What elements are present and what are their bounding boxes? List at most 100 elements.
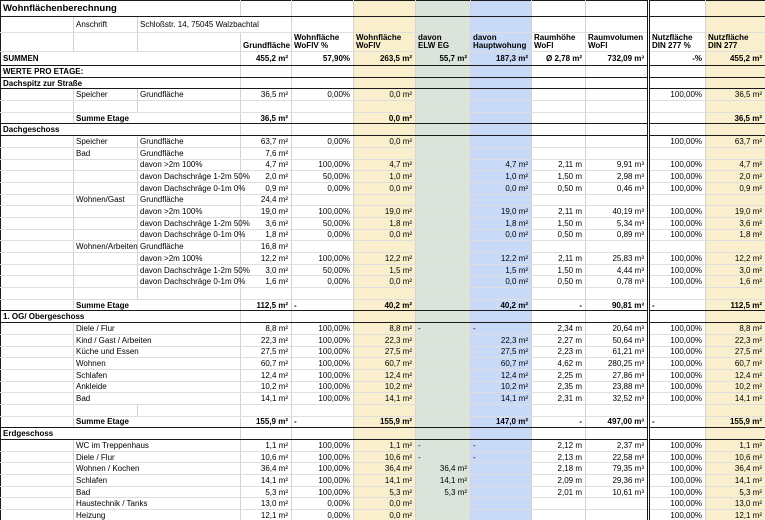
empty-cell[interactable] <box>291 65 355 78</box>
cell[interactable]: 1,8 m² <box>353 217 417 230</box>
empty-cell[interactable] <box>647 310 707 324</box>
empty-cell[interactable] <box>531 0 587 17</box>
cell[interactable]: 0,78 m³ <box>585 275 650 289</box>
cell[interactable]: 100,00% <box>647 182 707 195</box>
cell[interactable]: 1,50 m <box>531 217 587 230</box>
cell[interactable]: 0,0 m² <box>353 111 417 125</box>
cell[interactable]: 14,1 m² <box>470 392 533 405</box>
cell[interactable]: davon Dachschräge 0-1m 0% <box>137 229 245 242</box>
cell[interactable]: 19,0 m² <box>470 205 533 218</box>
cell[interactable]: 14,1 m² <box>415 474 472 487</box>
empty-cell[interactable] <box>240 123 293 137</box>
cell[interactable]: 0,0 m² <box>353 497 417 511</box>
cell[interactable]: 4,44 m³ <box>585 264 650 277</box>
cell[interactable]: 25,83 m³ <box>585 252 650 265</box>
cell[interactable]: 2,98 m³ <box>585 170 650 183</box>
empty-cell[interactable] <box>585 497 650 511</box>
empty-cell[interactable] <box>647 111 707 125</box>
empty-cell[interactable] <box>647 100 707 113</box>
cell[interactable]: 79,35 m³ <box>585 462 650 476</box>
cell[interactable]: 1,1 m² <box>240 439 293 452</box>
cell[interactable]: 7,6 m² <box>240 146 293 160</box>
cell[interactable]: Wohnfläche WoFlV % <box>291 32 355 52</box>
cell[interactable]: 100,00% <box>291 334 355 347</box>
empty-cell[interactable] <box>415 135 472 148</box>
cell[interactable]: 2,31 m <box>531 392 587 405</box>
empty-cell[interactable] <box>73 217 138 230</box>
empty-cell[interactable] <box>647 240 707 253</box>
empty-cell[interactable] <box>585 88 650 102</box>
cell[interactable]: Nutzfläche DIN 277 <box>705 32 765 52</box>
cell[interactable]: Bad <box>73 486 242 499</box>
empty-cell[interactable] <box>470 287 533 300</box>
cell[interactable]: 23,88 m³ <box>585 381 650 394</box>
cell[interactable]: 2,34 m <box>531 322 587 335</box>
empty-cell[interactable] <box>291 310 355 324</box>
cell[interactable]: Bad <box>73 392 242 405</box>
cell[interactable]: 100,00% <box>647 381 707 394</box>
empty-cell[interactable] <box>0 369 74 382</box>
empty-cell[interactable] <box>585 123 650 137</box>
cell[interactable]: 100,00% <box>291 159 355 172</box>
empty-cell[interactable] <box>470 0 533 17</box>
cell[interactable]: 63,7 m² <box>705 135 765 148</box>
empty-cell[interactable] <box>291 0 355 17</box>
empty-cell[interactable] <box>415 497 472 511</box>
empty-cell[interactable] <box>415 275 472 289</box>
empty-cell[interactable] <box>0 252 74 265</box>
cell[interactable]: 19,0 m² <box>705 205 765 218</box>
cell[interactable]: 0,9 m² <box>705 182 765 195</box>
cell[interactable]: 155,9 m² <box>353 415 417 429</box>
cell[interactable]: 0,00% <box>291 88 355 102</box>
cell[interactable]: 147,0 m² <box>470 415 533 429</box>
cell[interactable]: Grundfläche <box>137 135 242 148</box>
empty-cell[interactable] <box>415 217 472 230</box>
cell[interactable]: - <box>415 439 472 452</box>
cell[interactable]: 22,3 m² <box>470 334 533 347</box>
cell[interactable]: 24,4 m² <box>240 193 293 207</box>
empty-cell[interactable] <box>0 462 74 476</box>
empty-cell[interactable] <box>353 16 417 33</box>
empty-cell[interactable] <box>531 16 587 33</box>
cell[interactable]: Grundfläche <box>137 240 242 253</box>
empty-cell[interactable] <box>647 287 707 300</box>
cell[interactable]: 0,00% <box>291 497 355 511</box>
cell[interactable]: 2,35 m <box>531 381 587 394</box>
empty-cell[interactable] <box>0 264 74 277</box>
cell[interactable]: 100,00% <box>291 486 355 499</box>
empty-cell[interactable] <box>0 182 74 195</box>
cell[interactable]: 1,0 m² <box>353 170 417 183</box>
cell[interactable]: 4,62 m <box>531 357 587 370</box>
cell[interactable]: 55,7 m² <box>415 51 472 66</box>
cell[interactable]: - <box>531 298 587 312</box>
cell[interactable]: Summe Etage <box>73 415 242 429</box>
empty-cell[interactable] <box>705 146 765 160</box>
cell[interactable]: 100,00% <box>291 346 355 359</box>
cell[interactable]: 0,0 m² <box>353 182 417 195</box>
cell[interactable]: 14,1 m² <box>240 474 293 487</box>
empty-cell[interactable] <box>0 415 74 429</box>
cell[interactable]: WERTE PRO ETAGE: <box>0 65 242 78</box>
empty-cell[interactable] <box>73 275 138 289</box>
empty-cell[interactable] <box>0 474 74 487</box>
empty-cell[interactable] <box>353 100 417 113</box>
empty-cell[interactable] <box>585 240 650 253</box>
cell[interactable]: 100,00% <box>291 392 355 405</box>
cell[interactable]: 100,00% <box>647 88 707 102</box>
empty-cell[interactable] <box>647 65 707 78</box>
empty-cell[interactable] <box>705 427 765 440</box>
cell[interactable]: 112,5 m² <box>705 298 765 312</box>
cell[interactable]: - <box>647 415 707 429</box>
empty-cell[interactable] <box>415 264 472 277</box>
cell[interactable]: 36,5 m² <box>705 88 765 102</box>
cell[interactable]: 27,5 m² <box>705 346 765 359</box>
cell[interactable]: 10,6 m² <box>705 451 765 464</box>
cell[interactable]: Speicher <box>73 88 138 102</box>
cell[interactable]: 1,50 m <box>531 170 587 183</box>
empty-cell[interactable] <box>531 100 587 113</box>
empty-cell[interactable] <box>353 404 417 417</box>
empty-cell[interactable] <box>531 77 587 90</box>
empty-cell[interactable] <box>585 287 650 300</box>
empty-cell[interactable] <box>415 65 472 78</box>
empty-cell[interactable] <box>531 404 587 417</box>
